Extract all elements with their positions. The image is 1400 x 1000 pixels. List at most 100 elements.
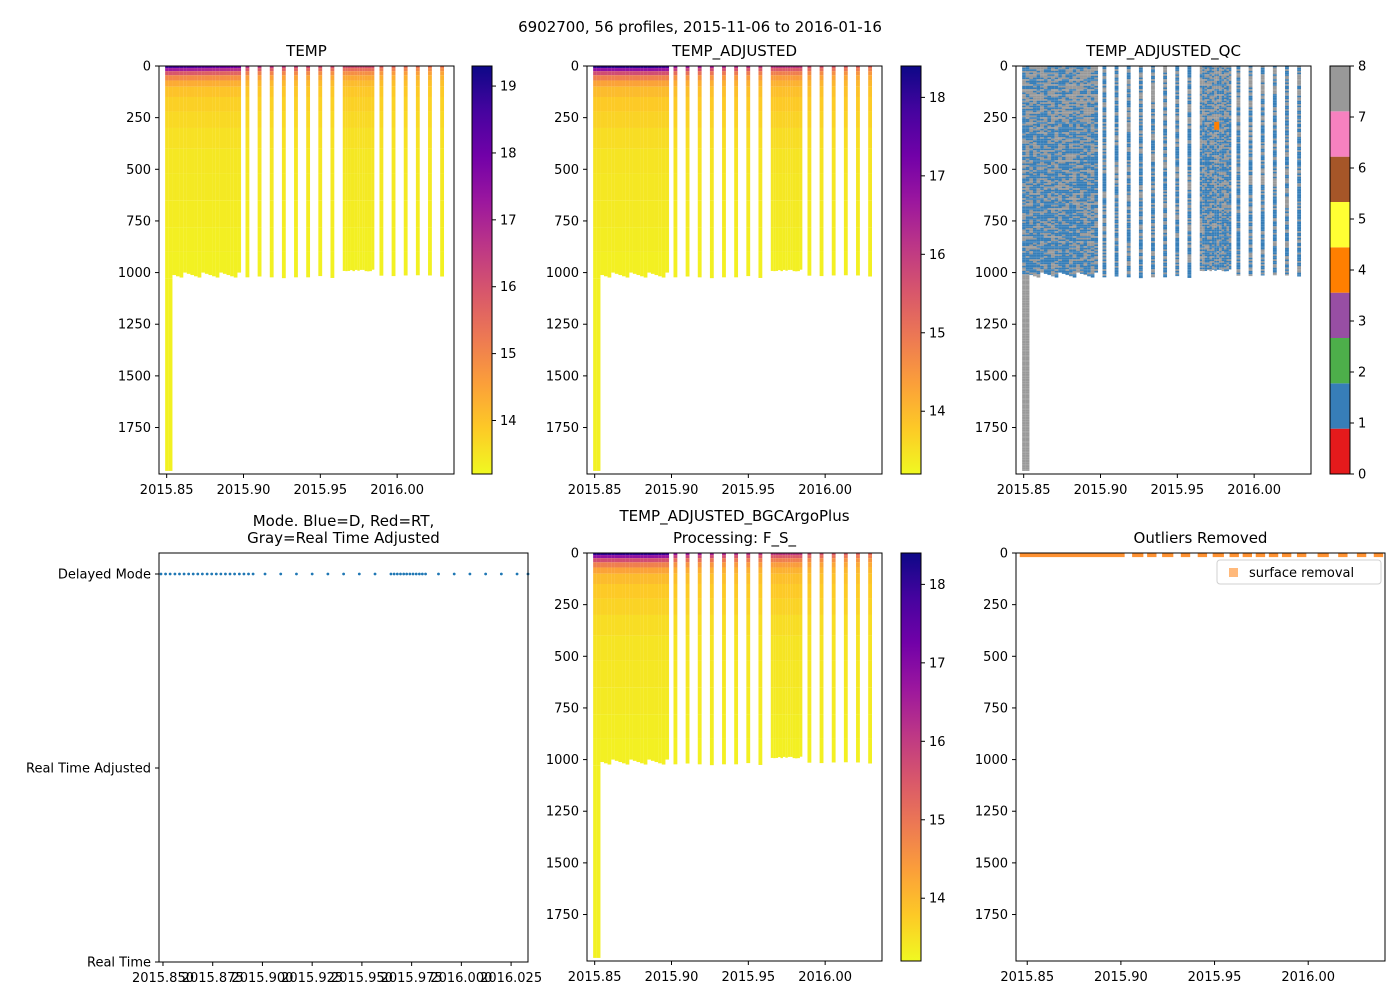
qc-cell [1094,113,1099,116]
qc-cell [1040,194,1044,197]
qc-cell [1022,422,1026,425]
qc-cell [1022,252,1026,255]
temp-cell [799,66,803,69]
qc-cell [1025,206,1030,209]
qc-cell [1087,66,1091,68]
qc-cell [1032,122,1037,124]
qc-cell [1065,115,1070,118]
qc-cell [1025,345,1030,347]
qc-cell [1025,92,1030,95]
temp-cell [281,111,286,128]
qc-cell [1087,199,1091,202]
qc-cell [1090,155,1095,157]
temp-cell [168,111,173,128]
temp-cell [746,148,751,174]
temp-cell [746,96,751,112]
qc-cell [1126,99,1131,101]
qc-cell [1094,77,1099,80]
qc-cell [1040,189,1044,192]
qc-cell [1040,186,1044,189]
qc-cell [1114,189,1119,192]
profile-column [168,66,173,471]
qc-cell [1058,171,1062,174]
qc-column [1069,66,1073,277]
qc-cell [1051,72,1055,75]
qc-cell [1126,184,1131,187]
temp-cell [722,71,726,76]
qc-cell [1083,150,1088,152]
temp-cell [614,80,619,87]
temp-cell [622,127,626,149]
qc-cell [1054,236,1059,238]
qc-cell [1058,188,1062,190]
qc-cell [1029,254,1034,257]
qc-cell [1083,213,1088,215]
qc-cell [1079,232,1084,235]
qc-cell [1058,128,1062,131]
qc-cell [1051,145,1055,147]
qc-cell [1114,135,1119,138]
qc-cell [1138,118,1143,121]
qc-cell [1102,270,1107,273]
qc-cell [1126,165,1131,167]
qc-cell [1076,132,1080,134]
qc-cell [1025,107,1030,109]
qc-cell [1025,150,1030,152]
qc-cell [1040,69,1044,71]
qc-cell [1043,69,1048,71]
qc-cell [1102,128,1107,131]
qc-cell [1094,208,1099,210]
qc-cell [1138,244,1143,247]
qc-cell [1025,214,1030,217]
qc-cell [1087,227,1091,230]
qc-cell [1138,227,1143,230]
qc-cell [1022,375,1026,377]
qc-cell [1058,213,1062,215]
qc-cell [1036,85,1041,88]
qc-cell [1069,102,1073,105]
qc-cell [1114,168,1119,171]
qc-cell [1032,66,1037,68]
qc-cell [1079,184,1084,187]
qc-cell [1065,77,1070,80]
qc-cell [1054,113,1059,116]
temp-cell [350,68,353,72]
qc-cell [1090,189,1095,192]
temp-cell [428,111,432,128]
qc-cell [1090,242,1095,245]
qc-cell [1025,203,1030,205]
qc-cell [1058,189,1062,192]
qc-cell [1022,338,1026,341]
qc-cell [1087,120,1091,123]
qc-cell [1126,155,1131,157]
temp-cell [168,278,173,471]
qc-cell [1051,203,1055,205]
qc-cell [1054,204,1059,207]
temp-cell [661,111,666,128]
qc-cell [1076,259,1080,262]
temp-cell [807,75,812,81]
qc-cell [1043,105,1048,108]
qc-cell [1087,193,1091,195]
temp-cell [734,148,739,174]
qc-cell [1083,99,1088,101]
qc-cell [1051,211,1055,214]
temp-cell [391,80,396,87]
qc-cell [1114,252,1119,255]
temp-cell [787,86,791,97]
temp-cell [603,148,608,174]
qc-cell [1076,94,1080,96]
qc-cell [1047,201,1052,204]
qc-cell [1054,67,1059,70]
qc-cell [1022,373,1026,376]
temp-cell [391,96,396,112]
qc-cell [1126,196,1131,199]
qc-cell [1126,70,1131,73]
qc-cell [1138,275,1143,278]
qc-cell [1032,77,1037,80]
temp-cell [790,127,793,149]
temp-cell [204,80,209,87]
qc-cell [1047,67,1052,70]
qc-cell [1087,166,1091,169]
qc-cell [1094,173,1099,176]
